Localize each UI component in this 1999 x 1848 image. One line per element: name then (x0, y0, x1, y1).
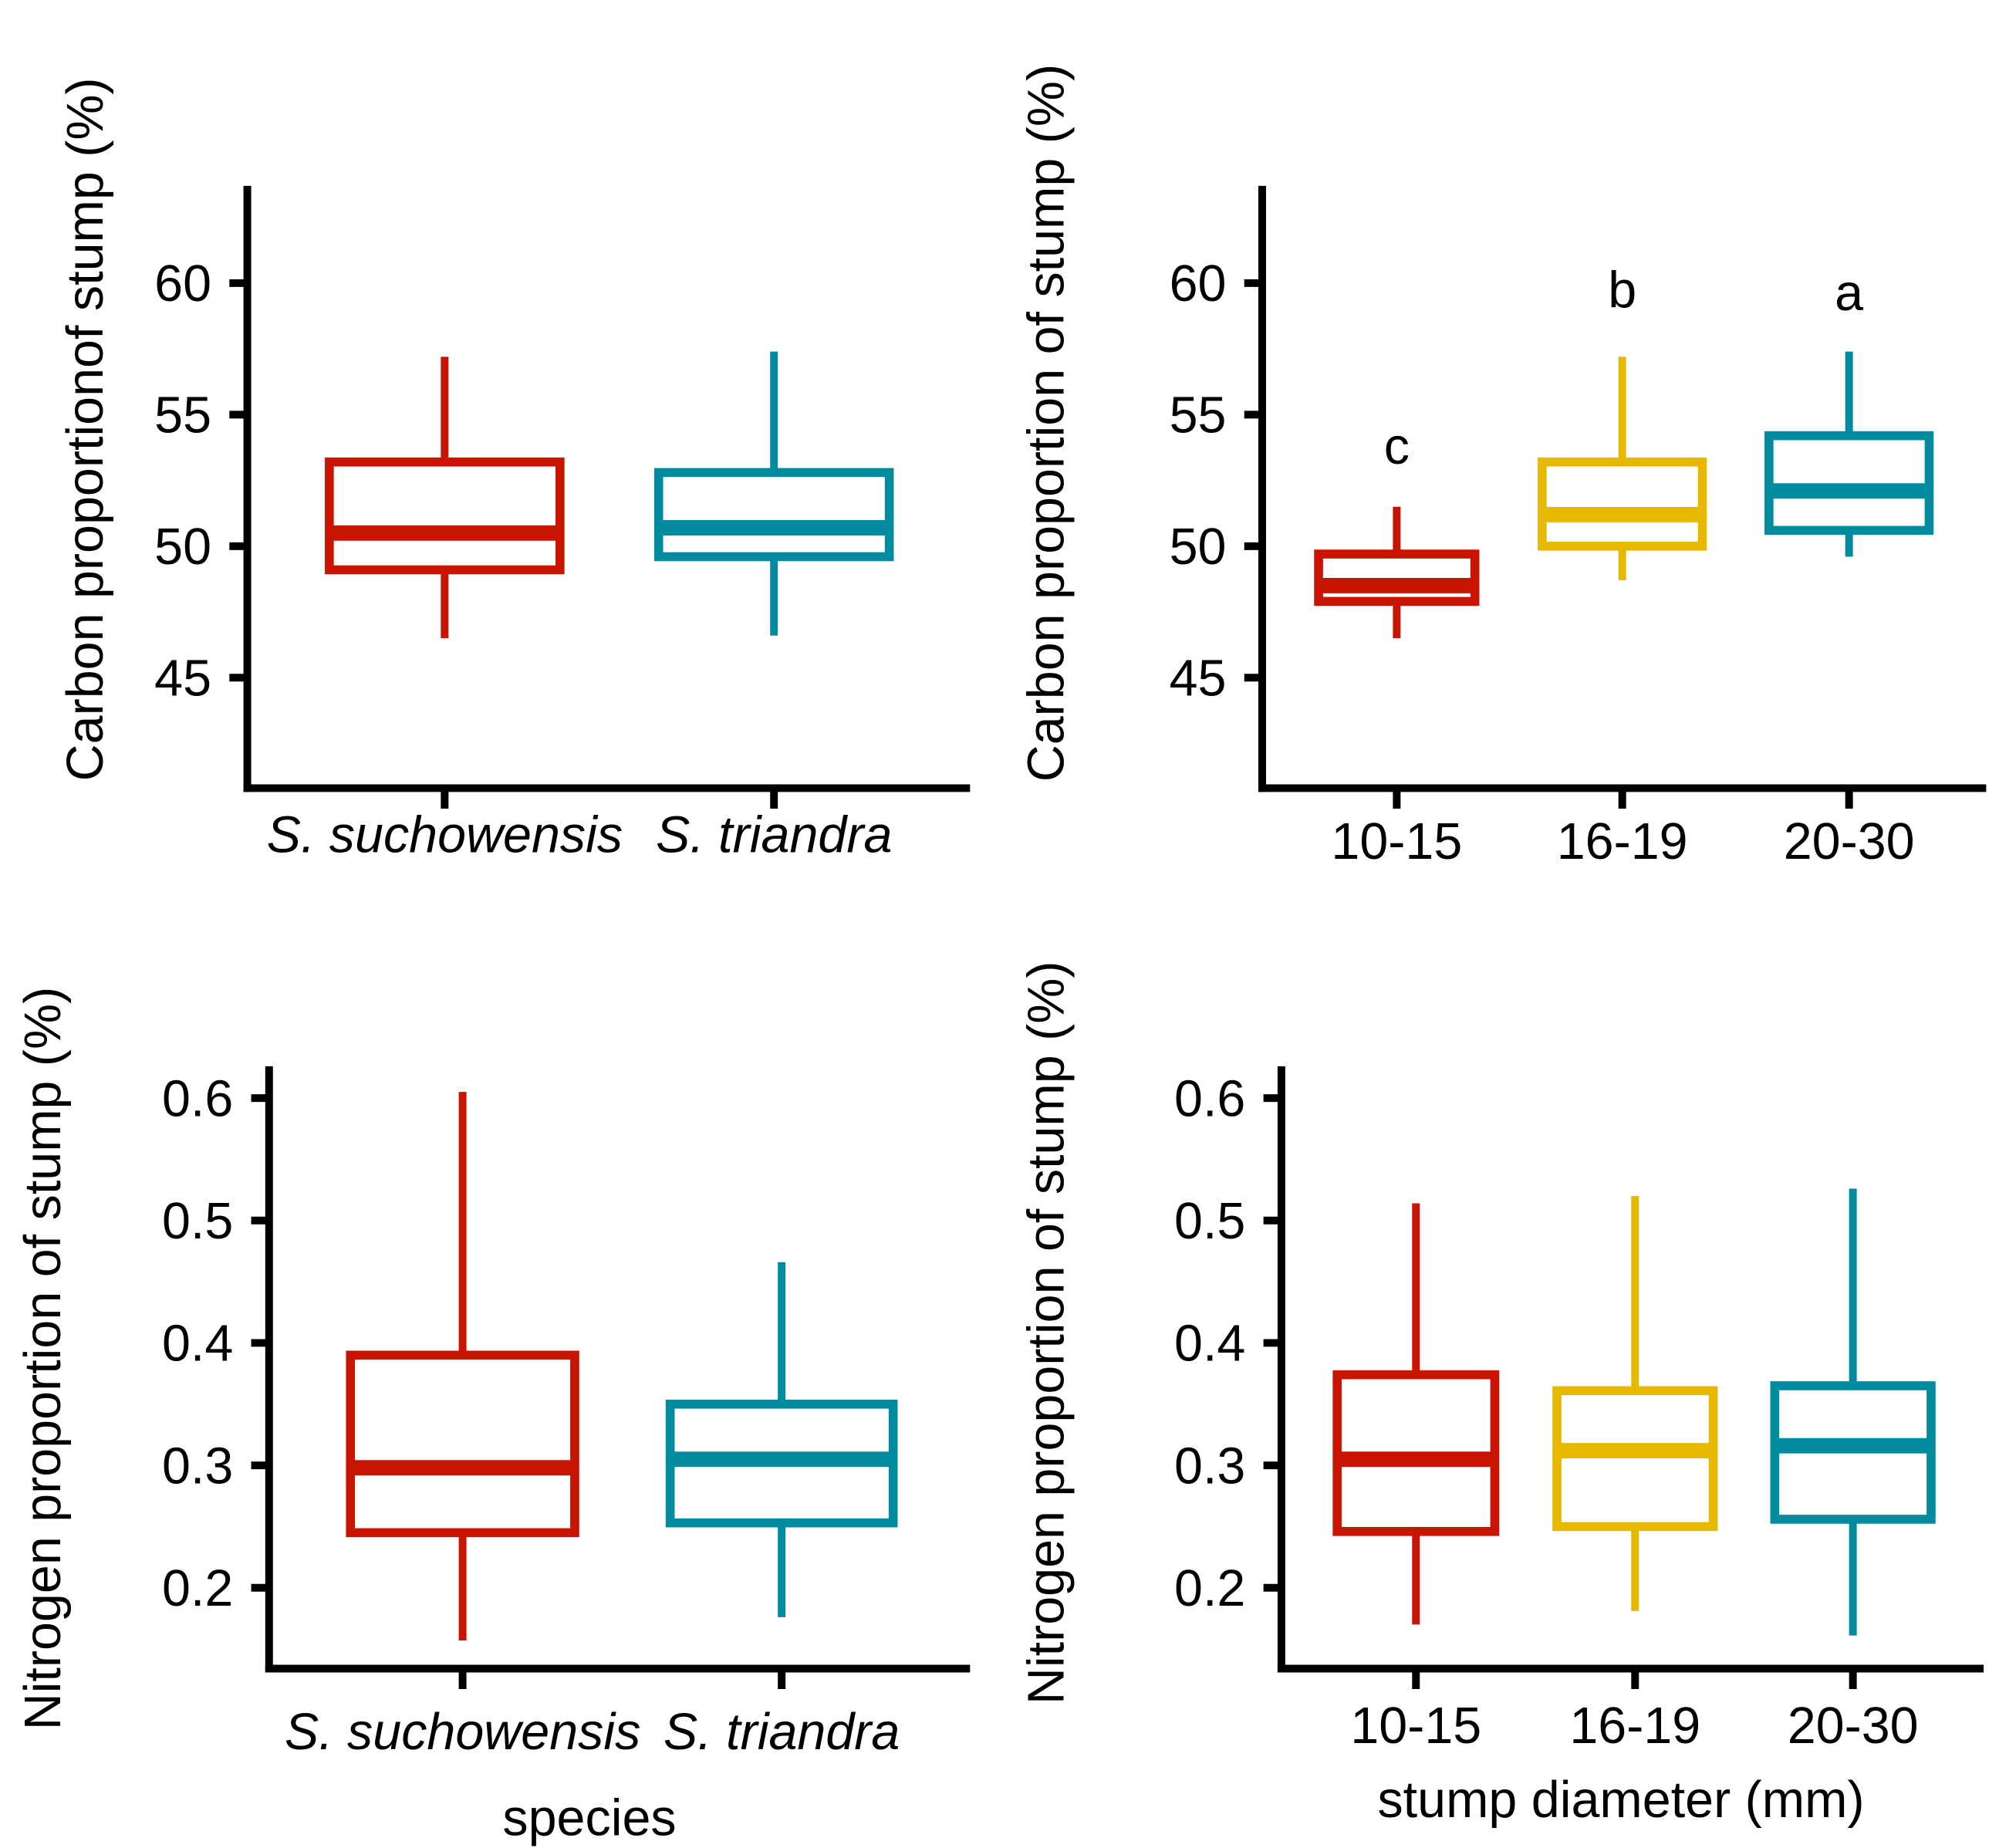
iqr-box (653, 468, 894, 562)
x-axis-label: species (502, 1789, 676, 1846)
iqr-box (1538, 457, 1707, 551)
x-tick-label: 16-19 (1557, 813, 1688, 870)
y-tick-label: 45 (154, 650, 211, 708)
y-axis-label: Nitrogen proportion of stump (%) (1018, 961, 1075, 1705)
y-tick-label: 0.6 (1174, 1070, 1245, 1127)
box-s-suchowensis (346, 1092, 579, 1640)
y-tick-label: 0.5 (162, 1193, 233, 1250)
significance-letter: b (1608, 262, 1636, 319)
box-16-19 (1552, 1196, 1718, 1611)
x-tick-label: S. triandra (664, 1704, 900, 1761)
significance-letter: a (1835, 265, 1863, 322)
iqr-box (1552, 1386, 1718, 1532)
x-tick-label: S. suchowensis (285, 1704, 640, 1761)
y-tick-label: 0.2 (1174, 1560, 1245, 1617)
iqr-box (346, 1350, 579, 1538)
panel-top-right: 45 50 55 60 Carbon proportion of stump (%) 10… (1018, 64, 1987, 870)
box-s-triandra (653, 351, 894, 636)
y-tick-label: 50 (154, 519, 211, 576)
x-tick-label: 16-19 (1569, 1698, 1700, 1755)
box-20-30 (1764, 351, 1934, 557)
iqr-box (325, 457, 565, 575)
y-tick-label: 0.3 (1174, 1438, 1245, 1495)
panel-top-left: 45 50 55 60 Carbon proportionof stump (%) S. … (57, 77, 971, 863)
box-20-30 (1770, 1188, 1936, 1636)
x-tick-label: S. triandra (656, 806, 892, 863)
box-s-triandra (665, 1262, 898, 1617)
box-s-suchowensis (325, 356, 565, 639)
box-16-19 (1538, 356, 1707, 581)
y-axis-label: Carbon proportionof stump (%) (57, 77, 114, 781)
y-tick-label: 50 (1170, 519, 1227, 576)
x-tick-label: 20-30 (1784, 813, 1915, 870)
panel-bottom-left: 0.2 0.3 0.4 0.5 0.6 Nitrogen proportion of st… (15, 987, 971, 1846)
x-tick-label: 10-15 (1350, 1698, 1481, 1755)
x-tick-label: 10-15 (1331, 813, 1462, 870)
y-tick-label: 0.5 (1174, 1193, 1245, 1250)
y-tick-label: 0.6 (162, 1070, 233, 1127)
y-tick-label: 55 (1170, 387, 1227, 444)
y-axis-label: Nitrogen proportion of stump (%) (15, 987, 72, 1731)
box-10-15 (1314, 506, 1480, 639)
y-tick-label: 55 (154, 387, 211, 444)
significance-letter: c (1384, 418, 1410, 475)
y-tick-label: 0.4 (162, 1316, 233, 1373)
y-tick-label: 0.2 (162, 1560, 233, 1617)
y-tick-label: 60 (1170, 255, 1227, 313)
y-tick-label: 60 (154, 255, 211, 313)
iqr-box (1314, 549, 1480, 606)
x-axis-label: stump diameter (mm) (1377, 1772, 1864, 1829)
y-tick-label: 0.3 (162, 1438, 233, 1495)
box-10-15 (1332, 1203, 1500, 1625)
iqr-box (1764, 431, 1934, 535)
y-tick-label: 0.4 (1174, 1316, 1245, 1373)
x-tick-label: S. suchowensis (267, 806, 623, 863)
y-axis-label: Carbon proportion of stump (%) (1018, 64, 1075, 782)
panel-bottom-right: 0.2 0.3 0.4 0.5 0.6 Nitrogen proportion of st… (1018, 961, 1984, 1829)
x-tick-label: 20-30 (1788, 1698, 1919, 1755)
y-tick-label: 45 (1170, 650, 1227, 708)
